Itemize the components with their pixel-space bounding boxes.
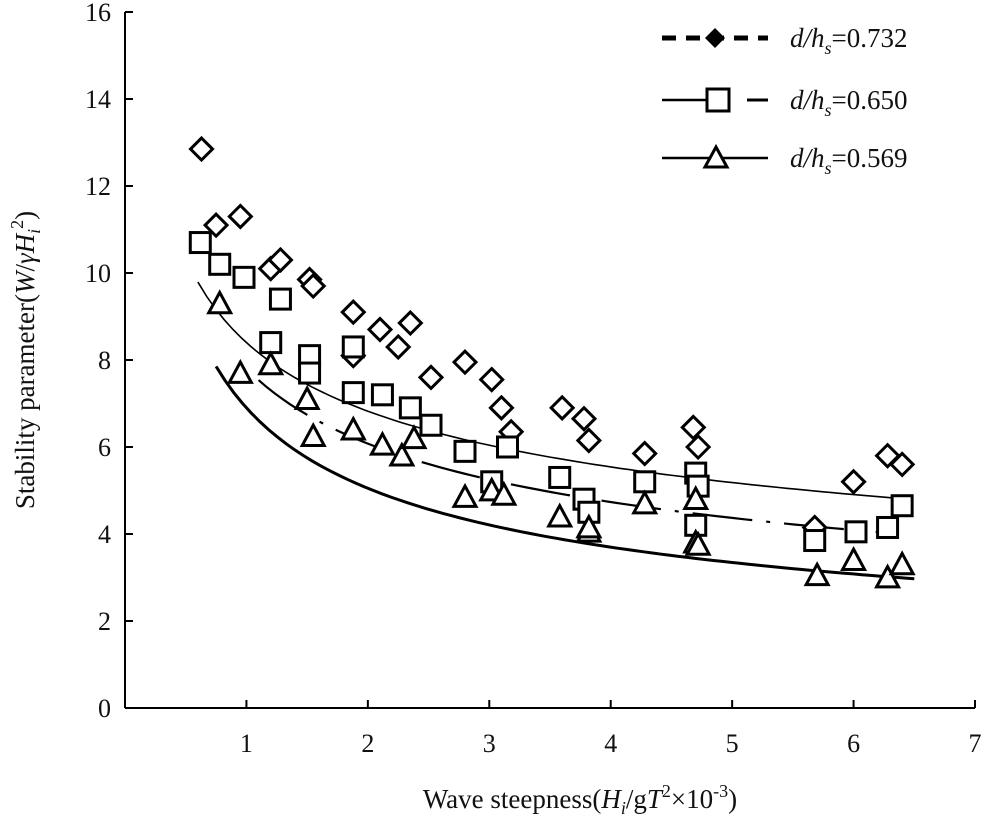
legend-entry-0732: d/hs=0.732 [662,23,908,58]
x-tick-label: 5 [726,729,739,758]
fit-curves [197,281,915,581]
y-tick-label: 6 [98,433,111,462]
point-triangle [451,482,479,508]
y-tick-label: 0 [98,694,111,723]
point-square [259,331,283,355]
point-diamond [570,405,598,432]
x-tick-label: 6 [847,729,860,758]
point-square [398,396,422,420]
point-square [188,231,212,255]
point-diamond [549,394,576,421]
point-square [633,470,657,494]
y-tick-label: 16 [85,0,111,27]
point-square [208,252,232,276]
point-diamond [680,414,707,441]
point-diamond [451,349,479,376]
point-square [298,361,322,385]
point-triangle [575,513,603,539]
point-triangle [388,441,416,467]
point-diamond [478,366,505,393]
point-diamond [631,440,658,467]
point-square [876,515,900,539]
point-triangle [400,424,428,450]
point-square [548,465,572,489]
point-diamond [417,364,445,391]
y-tick-label: 2 [98,607,111,636]
point-square [890,494,914,518]
point-square [268,287,292,311]
point-square [844,520,868,544]
point-square [341,335,365,359]
point-triangle [293,384,321,410]
point-triangle [368,430,396,456]
point-triangle [299,421,327,447]
legend: d/hs=0.732 d/hs=0.650 d/hs=0.569 [662,23,908,178]
point-diamond [340,299,367,326]
legend-label-0650: d/hs=0.650 [790,85,908,120]
y-tick-label: 8 [98,346,111,375]
point-diamond [300,272,327,300]
point-diamond [397,309,424,337]
x-tick-label: 4 [604,729,617,758]
point-diamond [685,433,712,461]
point-diamond [385,333,412,361]
legend-entry-0569: d/hs=0.569 [662,143,908,178]
legend-square-icon [705,87,731,113]
point-diamond [889,451,916,478]
x-axis-label: Wave steepness(Hi/gT2×10-3) [423,781,737,818]
data-points [188,135,916,589]
point-diamond [188,135,215,163]
axes [124,12,975,709]
y-axis-label: Stability parameter(W/γHi2) [7,211,44,509]
point-triangle [888,550,916,576]
point-square [803,529,827,553]
point-triangle [803,561,831,587]
legend-entry-0650: d/hs=0.650 [662,85,908,120]
point-diamond [575,427,602,454]
legend-label-0569: d/hs=0.569 [790,143,908,178]
point-triangle [257,350,285,376]
point-triangle [206,289,234,315]
point-diamond [366,316,394,343]
point-triangle [631,489,659,515]
point-diamond [840,468,867,495]
y-tick-label: 12 [85,172,111,201]
legend-diamond-icon [705,28,725,48]
point-triangle [490,480,518,506]
x-tick-label: 2 [361,729,374,758]
point-triangle [874,563,902,589]
point-diamond [227,203,254,230]
legend-triangle-icon [702,143,730,169]
point-square [370,383,394,407]
point-square [496,435,519,459]
fit-curve-triangle [214,365,915,581]
y-tick-label: 10 [85,259,111,288]
fit-curve-square [257,379,891,535]
point-diamond [267,246,294,274]
point-diamond [202,212,230,239]
point-square [341,381,365,405]
point-triangle [546,502,574,528]
point-square [232,265,256,289]
point-square [419,413,443,437]
point-triangle [339,415,367,441]
point-triangle [682,485,710,511]
point-square [453,439,477,463]
point-triangle [840,545,868,571]
y-tick-label: 4 [98,520,111,549]
x-tick-label: 3 [483,729,496,758]
legend-label-0732: d/hs=0.732 [790,23,908,58]
point-triangle [226,358,254,384]
point-triangle [684,530,712,556]
x-tick-label: 7 [969,729,982,758]
point-diamond [488,394,515,421]
fit-curve-diamond [197,281,903,500]
y-tick-label: 14 [85,85,111,114]
x-tick-label: 1 [240,729,253,758]
